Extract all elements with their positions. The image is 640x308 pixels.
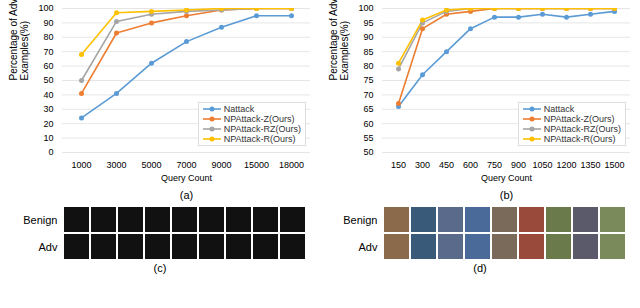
html-text:Adv: Adv xyxy=(358,240,378,253)
html-text:Nattack: Nattack xyxy=(543,104,575,114)
svg-text:Query Count: Query Count xyxy=(481,173,533,183)
svg-text:60: 60 xyxy=(43,61,53,71)
html-text:Benign: Benign xyxy=(23,213,58,226)
html-text:Benign: Benign xyxy=(343,213,378,226)
svg-text:50: 50 xyxy=(43,75,53,85)
html-text:NPAttack-R(Ours): NPAttack-R(Ours) xyxy=(223,134,296,144)
svg-text:75: 75 xyxy=(363,75,373,85)
svg-text:1050: 1050 xyxy=(532,160,552,170)
svg-text:30: 30 xyxy=(43,104,53,114)
svg-text:9000: 9000 xyxy=(211,160,231,170)
svg-text:80: 80 xyxy=(43,32,53,42)
svg-text:15000: 15000 xyxy=(244,160,269,170)
svg-text:55: 55 xyxy=(363,133,373,143)
svg-text:100: 100 xyxy=(38,3,53,13)
svg-text:80: 80 xyxy=(363,61,373,71)
svg-text:Percentage of AdvExamples(%): Percentage of AdvExamples(%) xyxy=(328,0,350,81)
svg-text:Query Count: Query Count xyxy=(161,173,213,183)
svg-text:150: 150 xyxy=(391,160,406,170)
svg-text:1500: 1500 xyxy=(604,160,624,170)
html-text:(c): (c) xyxy=(153,262,167,274)
svg-text:70: 70 xyxy=(43,47,53,57)
svg-text:0: 0 xyxy=(48,147,53,157)
svg-text:1000: 1000 xyxy=(71,160,91,170)
html-text:NPAttack-Z(Ours): NPAttack-Z(Ours) xyxy=(543,114,615,124)
svg-text:750: 750 xyxy=(487,160,502,170)
html-text:NPAttack-RZ(Ours): NPAttack-RZ(Ours) xyxy=(543,124,621,134)
svg-text:20: 20 xyxy=(43,119,53,129)
html-text:NPAttack-R(Ours): NPAttack-R(Ours) xyxy=(543,134,616,144)
svg-text:1200: 1200 xyxy=(556,160,576,170)
svg-text:65: 65 xyxy=(363,104,373,114)
svg-text:600: 600 xyxy=(463,160,478,170)
svg-text:18000: 18000 xyxy=(279,160,304,170)
svg-text:95: 95 xyxy=(363,18,373,28)
svg-text:3000: 3000 xyxy=(106,160,126,170)
svg-text:1350: 1350 xyxy=(580,160,600,170)
svg-text:(a): (a) xyxy=(180,189,193,201)
svg-text:900: 900 xyxy=(511,160,526,170)
svg-text:7000: 7000 xyxy=(176,160,196,170)
html-text:Nattack: Nattack xyxy=(223,104,255,114)
svg-text:90: 90 xyxy=(363,32,373,42)
svg-text:100: 100 xyxy=(358,3,373,13)
svg-text:60: 60 xyxy=(363,119,373,129)
svg-text:(b): (b) xyxy=(500,189,513,201)
svg-text:85: 85 xyxy=(363,47,373,57)
html-text:NPAttack-RZ(Ours): NPAttack-RZ(Ours) xyxy=(223,124,301,134)
svg-text:50: 50 xyxy=(363,147,373,157)
svg-text:300: 300 xyxy=(415,160,430,170)
html-text:Adv: Adv xyxy=(38,240,58,253)
svg-text:Percentage of AdvExamples(%): Percentage of AdvExamples(%) xyxy=(8,0,30,81)
svg-text:5000: 5000 xyxy=(141,160,161,170)
svg-text:90: 90 xyxy=(43,18,53,28)
svg-text:40: 40 xyxy=(43,90,53,100)
svg-text:450: 450 xyxy=(439,160,454,170)
svg-text:70: 70 xyxy=(363,90,373,100)
html-text:NPAttack-Z(Ours): NPAttack-Z(Ours) xyxy=(223,114,295,124)
html-text:(d): (d) xyxy=(473,262,487,274)
svg-text:10: 10 xyxy=(43,133,53,143)
